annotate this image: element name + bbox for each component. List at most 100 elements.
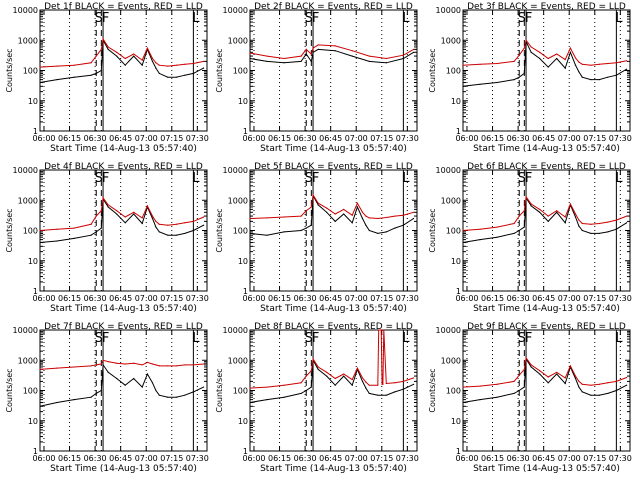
data-point xyxy=(249,387,251,389)
data-point xyxy=(496,396,498,398)
x-tick-label: 06:45 xyxy=(319,294,342,303)
data-point xyxy=(356,367,358,369)
marker-f: F xyxy=(102,11,109,26)
data-point xyxy=(192,229,194,232)
y-axis-label: Counts/sec xyxy=(215,48,224,92)
x-tick-label: 07:00 xyxy=(345,294,368,303)
data-point xyxy=(581,229,583,232)
data-point xyxy=(385,216,387,219)
data-point xyxy=(462,241,464,244)
plot-frame xyxy=(39,9,208,132)
plot-frame xyxy=(39,169,208,292)
lld-series-line xyxy=(462,195,627,231)
x-tick-label: 06:15 xyxy=(268,134,291,143)
data-point xyxy=(305,375,307,377)
data-point xyxy=(581,222,583,225)
data-point xyxy=(151,382,154,384)
x-tick-label: 07:00 xyxy=(135,294,158,303)
data-point xyxy=(141,59,143,61)
marker-f: F xyxy=(102,331,109,346)
panel-1: Det 1f BLACK = Events, RED = LLD 1 10 100 10… xyxy=(5,2,209,154)
data-point xyxy=(155,67,157,69)
y-tick-label: 10000 xyxy=(13,326,38,335)
data-point xyxy=(377,394,379,396)
data-point xyxy=(175,76,177,78)
x-axis-label: Start Time (14-Aug-13 05:57:40) xyxy=(50,304,197,314)
y-tick-label: 10000 xyxy=(13,166,38,175)
x-tick-label: 07:30 xyxy=(609,134,632,143)
plot-frame xyxy=(39,329,208,452)
data-point xyxy=(124,57,126,60)
data-point xyxy=(151,57,154,60)
marker-s: S xyxy=(518,11,526,26)
data-point xyxy=(334,45,336,47)
data-point xyxy=(513,222,515,225)
data-point xyxy=(146,361,148,363)
y-tick-label: 1 xyxy=(456,287,461,296)
data-point xyxy=(564,222,566,224)
y-tick-label: 1000 xyxy=(441,196,461,205)
x-tick-label: 07:15 xyxy=(583,294,606,303)
data-point xyxy=(412,383,415,385)
data-point xyxy=(158,72,160,75)
marker-s: S xyxy=(518,171,526,186)
data-point xyxy=(556,211,558,213)
x-tick-label: 07:00 xyxy=(135,134,158,143)
data-point xyxy=(361,211,364,213)
x-tick-label: 07:30 xyxy=(609,454,632,463)
x-tick-label: 06:30 xyxy=(84,134,107,143)
data-point xyxy=(100,363,102,365)
data-point xyxy=(462,386,464,388)
data-point xyxy=(141,386,143,388)
x-tick-label: 06:15 xyxy=(268,454,291,463)
data-point xyxy=(539,208,541,210)
data-point xyxy=(334,384,336,386)
y-tick-label: 1 xyxy=(33,127,38,136)
data-point xyxy=(547,215,549,217)
data-point xyxy=(107,206,109,208)
data-point xyxy=(556,371,558,373)
data-point xyxy=(184,63,186,65)
data-point xyxy=(249,401,251,404)
data-point xyxy=(525,196,527,198)
data-point xyxy=(462,64,464,66)
plot-title: Det 7f BLACK = Events, RED = LLD xyxy=(44,322,203,332)
data-point xyxy=(300,55,302,57)
x-tick-label: 06:30 xyxy=(294,134,317,143)
data-point xyxy=(377,384,379,386)
data-point xyxy=(564,67,566,69)
y-tick-label: 1000 xyxy=(228,356,248,365)
data-point xyxy=(133,55,135,57)
data-point xyxy=(100,69,102,72)
data-point xyxy=(100,210,102,212)
x-tick-label: 07:00 xyxy=(558,454,581,463)
data-point xyxy=(305,53,307,55)
data-point xyxy=(175,396,177,398)
x-tick-label: 06:15 xyxy=(268,294,291,303)
data-point xyxy=(202,67,205,69)
data-point xyxy=(141,64,143,66)
x-tick-label: 06:30 xyxy=(294,454,317,463)
data-point xyxy=(351,378,353,381)
data-point xyxy=(523,47,525,49)
marker-l: L xyxy=(192,171,200,186)
data-point xyxy=(523,226,525,228)
data-point xyxy=(607,231,609,233)
data-point xyxy=(283,396,285,398)
x-tick-label: 07:30 xyxy=(186,294,209,303)
data-point xyxy=(317,202,319,204)
data-point xyxy=(377,232,379,235)
data-point xyxy=(334,220,336,222)
data-point xyxy=(368,217,370,219)
x-tick-label: 07:15 xyxy=(160,454,183,463)
x-tick-label: 06:45 xyxy=(109,454,132,463)
data-point xyxy=(39,368,41,370)
data-point xyxy=(56,228,58,230)
y-tick-label: 10000 xyxy=(436,326,461,335)
data-point xyxy=(310,224,312,226)
data-point xyxy=(530,46,532,48)
plot-frame xyxy=(249,9,418,132)
data-point xyxy=(412,51,415,53)
marker-l: L xyxy=(402,11,410,26)
data-point xyxy=(402,54,404,56)
